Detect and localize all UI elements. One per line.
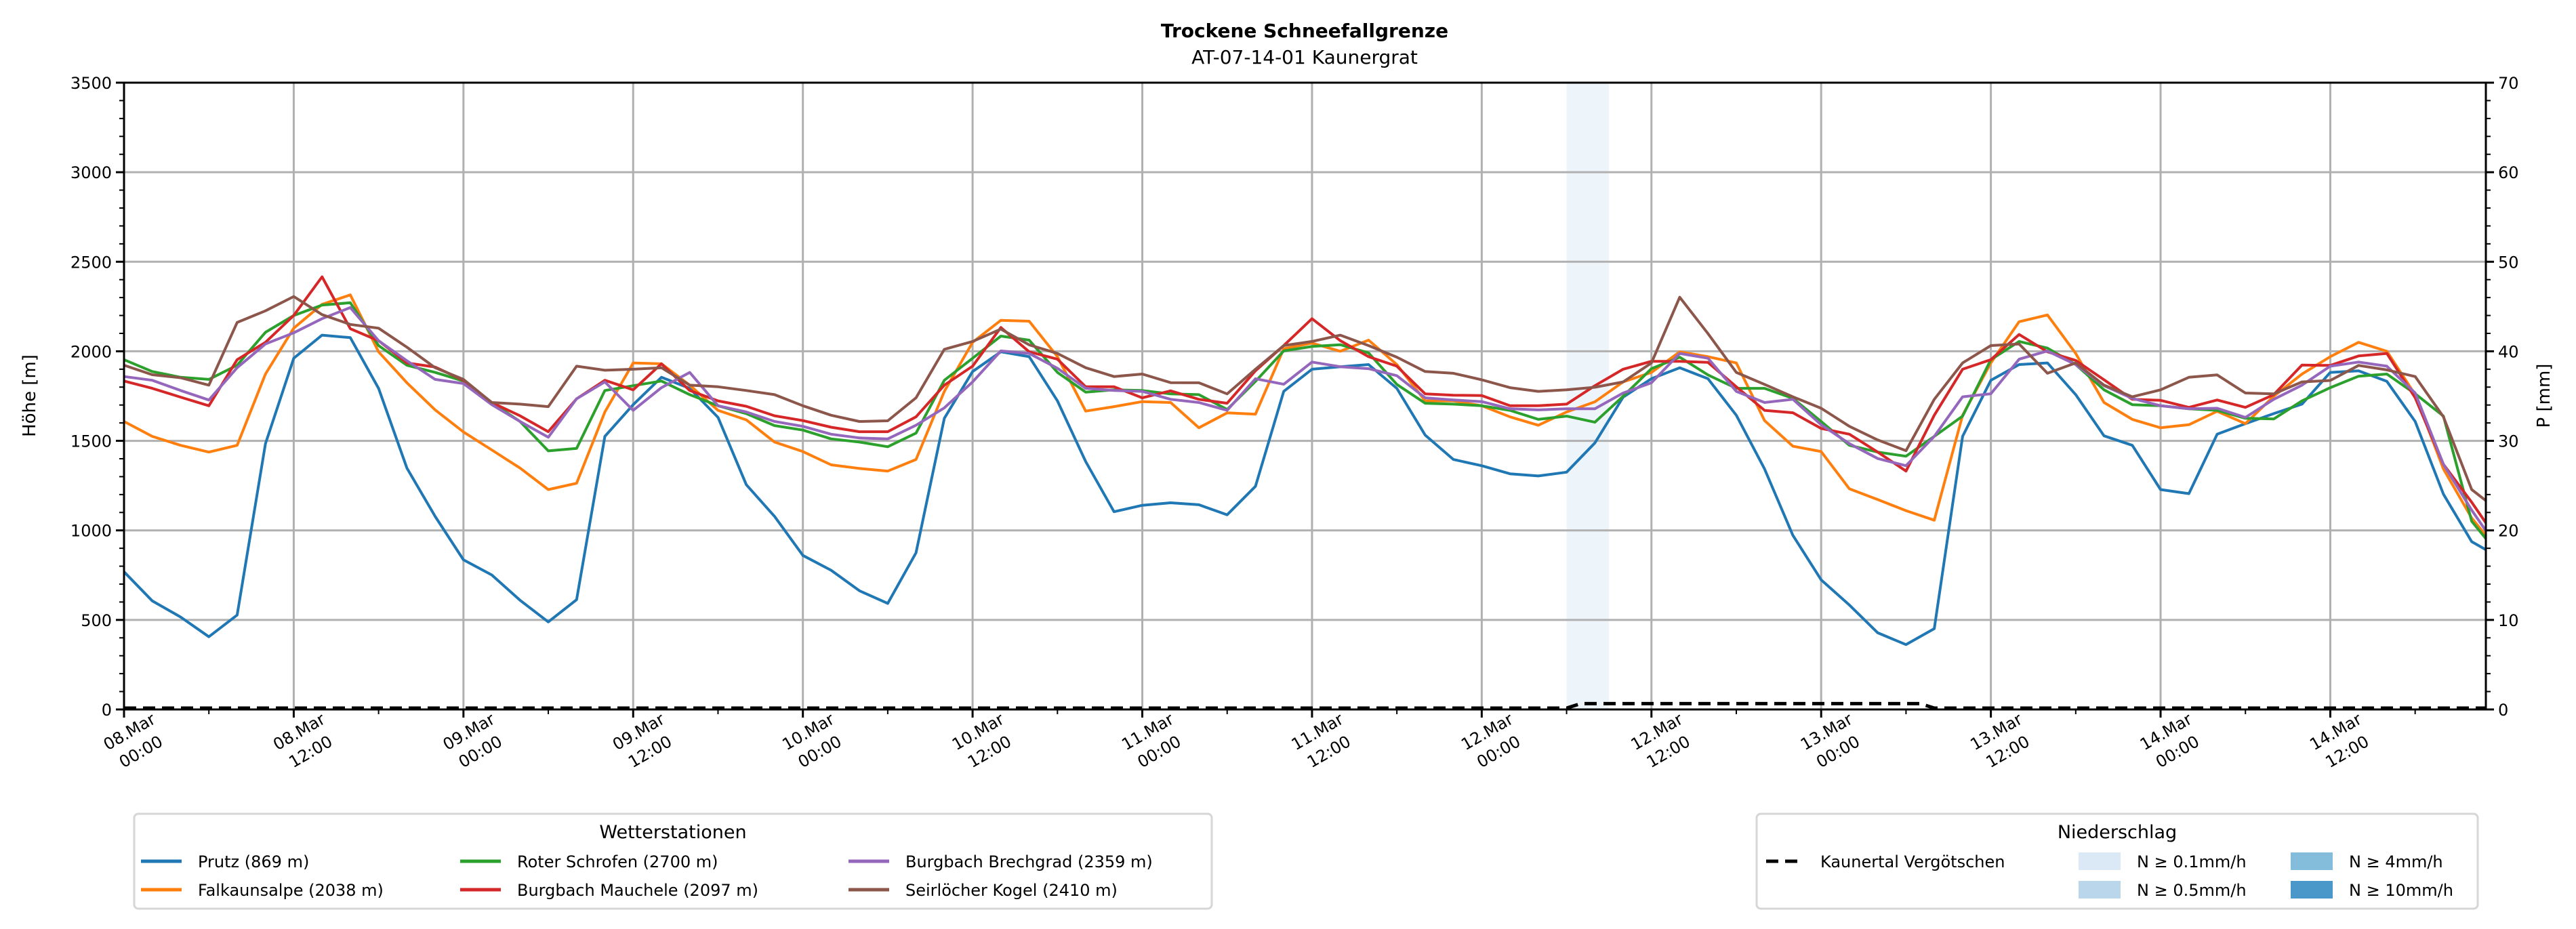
y2-tick-label: 10 bbox=[2498, 611, 2519, 630]
legend-station-label: Burgbach Mauchele (2097 m) bbox=[517, 881, 758, 900]
x-tick-label: 14.Mar12:00 bbox=[2306, 709, 2376, 774]
grid-layer bbox=[124, 83, 2486, 709]
series-line-5 bbox=[123, 295, 2487, 502]
legend-station-label: Prutz (869 m) bbox=[198, 852, 309, 871]
x-tick-label: 10.Mar12:00 bbox=[949, 709, 1019, 774]
x-tick-label: 14.Mar00:00 bbox=[2137, 709, 2207, 774]
y2-tick-label: 30 bbox=[2498, 432, 2519, 451]
legend-swatch-icon bbox=[2291, 881, 2333, 899]
legend-swatch-icon bbox=[2291, 852, 2333, 870]
y2-tick-label: 60 bbox=[2498, 163, 2519, 182]
series-line-3 bbox=[123, 275, 2487, 524]
y-tick-label: 2000 bbox=[70, 342, 112, 361]
legend-precip-title: Niederschlag bbox=[2058, 822, 2177, 843]
x-tick-label: 11.Mar00:00 bbox=[1118, 709, 1188, 774]
legend-precip-class-label: N ≥ 4mm/h bbox=[2349, 852, 2443, 871]
legend-swatch-icon bbox=[2079, 852, 2121, 870]
legend-station-label: Falkaunsalpe (2038 m) bbox=[198, 881, 384, 900]
y-tick-label: 2500 bbox=[70, 253, 112, 272]
series-line-1 bbox=[123, 293, 2487, 537]
y-axis-label: Höhe [m] bbox=[20, 354, 40, 437]
legend-precip-class-label: N ≥ 0.5mm/h bbox=[2137, 881, 2247, 900]
x-tick-label: 11.Mar12:00 bbox=[1288, 709, 1358, 774]
legend-station-label: Burgbach Brechgrad (2359 m) bbox=[905, 852, 1153, 871]
y-tick-label: 3500 bbox=[70, 74, 112, 93]
legend-station-label: Seirlöcher Kogel (2410 m) bbox=[905, 881, 1118, 900]
y2-tick-label: 40 bbox=[2498, 342, 2519, 361]
x-tick-label: 12.Mar00:00 bbox=[1458, 709, 1528, 774]
y-tick-label: 1500 bbox=[70, 432, 112, 451]
y2-tick-label: 70 bbox=[2498, 74, 2519, 93]
chart-title: Trockene Schneefallgrenze bbox=[1161, 20, 1448, 42]
x-tick-label: 08.Mar12:00 bbox=[270, 709, 340, 774]
x-tick-label: 09.Mar12:00 bbox=[609, 709, 679, 774]
legend-station-label: Roter Schrofen (2700 m) bbox=[517, 852, 718, 871]
series-line-0 bbox=[123, 333, 2487, 646]
x-tick-label: 10.Mar00:00 bbox=[779, 709, 849, 774]
legend-stations: Wetterstationen Prutz (869 m) Falkaunsalp… bbox=[133, 812, 1213, 910]
y2-tick-label: 20 bbox=[2498, 522, 2519, 541]
legend-stations-frame bbox=[133, 812, 1213, 910]
chart-subtitle: AT-07-14-01 Kaunergrat bbox=[1191, 46, 1418, 68]
precip-line bbox=[124, 701, 2486, 710]
y-tick-label: 3000 bbox=[70, 163, 112, 182]
x-tick-label: 13.Mar12:00 bbox=[1967, 709, 2037, 774]
y2-tick-label: 0 bbox=[2498, 701, 2508, 720]
legend-precip-class-label: N ≥ 0.1mm/h bbox=[2137, 852, 2247, 871]
legend-precip-station: Kaunertal Vergötschen bbox=[1820, 852, 2005, 871]
y2-axis-label: P [mm] bbox=[2534, 364, 2554, 428]
x-tick-label: 13.Mar00:00 bbox=[1797, 709, 1867, 774]
y-tick-label: 0 bbox=[102, 701, 112, 720]
legend-stations-title: Wetterstationen bbox=[599, 822, 746, 843]
series-line-2 bbox=[123, 301, 2487, 540]
legend-precip: Niederschlag Kaunertal Vergötschen N ≥ 0… bbox=[1755, 812, 2479, 910]
x-tick-label: 12.Mar12:00 bbox=[1628, 709, 1698, 774]
series-layer bbox=[123, 275, 2487, 710]
x-tick-label: 09.Mar00:00 bbox=[440, 709, 510, 774]
legend-precip-class-label: N ≥ 10mm/h bbox=[2349, 881, 2453, 900]
legend-swatch-icon bbox=[2079, 881, 2121, 899]
plot-frame bbox=[123, 81, 2487, 711]
y-tick-label: 500 bbox=[81, 611, 112, 630]
y-tick-label: 1000 bbox=[70, 522, 112, 541]
y2-tick-label: 50 bbox=[2498, 253, 2519, 272]
